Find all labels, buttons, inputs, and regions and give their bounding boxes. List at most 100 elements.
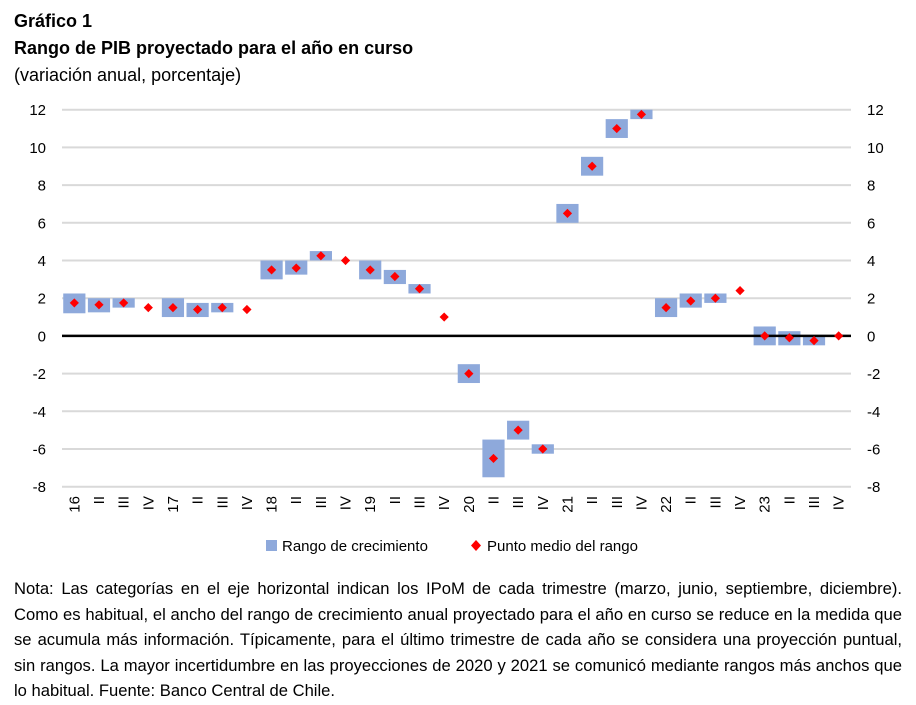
y-tick-label-left: -8 — [33, 479, 46, 496]
y-tick-label-left: 4 — [38, 253, 46, 270]
y-tick-label-left: 12 — [29, 102, 46, 119]
midpoint-marker — [316, 251, 326, 261]
y-tick-label-right: 6 — [867, 215, 875, 232]
y-tick-label-right: 8 — [867, 178, 875, 195]
x-tick-label: 20 — [461, 496, 478, 513]
midpoint-marker — [760, 331, 770, 341]
x-tick-label: III — [707, 496, 724, 509]
x-tick-label: II — [288, 496, 305, 504]
y-tick-label-right: 0 — [867, 328, 875, 345]
midpoint-marker — [513, 425, 523, 435]
midpoint-marker — [710, 293, 720, 303]
midpoint-marker — [242, 304, 252, 315]
midpoint-marker — [291, 263, 301, 273]
midpoint-marker — [94, 300, 104, 310]
x-tick-label: 23 — [757, 496, 774, 513]
legend-diamond-icon — [471, 540, 481, 551]
x-tick-label: III — [510, 496, 527, 509]
y-tick-label-left: 10 — [29, 140, 46, 157]
x-tick-label: IV — [831, 496, 848, 510]
midpoint-marker — [587, 161, 597, 171]
y-tick-label-right: 12 — [867, 102, 884, 119]
midpoint-marker — [538, 444, 548, 454]
y-axis-right: -8 -6 -4 -2 0 2 4 6 8 10 12 — [867, 102, 884, 496]
chart-subtitle: (variación anual, porcentaje) — [14, 65, 242, 85]
range-bars — [63, 109, 826, 478]
x-tick-label: 18 — [264, 496, 281, 513]
x-tick-label: III — [412, 496, 429, 509]
x-tick-label: 17 — [165, 496, 182, 513]
x-tick-label: IV — [436, 496, 453, 510]
midpoint-marker — [217, 303, 227, 313]
y-tick-label-right: -2 — [867, 366, 880, 383]
x-tick-label: II — [91, 496, 108, 504]
midpoint-marker — [390, 271, 400, 282]
midpoint-markers — [69, 109, 844, 464]
chart-note: Nota: Las categorías en el eje horizonta… — [14, 579, 902, 700]
midpoint-marker — [612, 123, 622, 134]
x-tick-label: IV — [535, 496, 552, 510]
y-axis-left: -8 -6 -4 -2 0 2 4 6 8 10 12 — [29, 102, 46, 496]
y-tick-label-right: -6 — [867, 442, 880, 459]
midpoint-marker — [636, 109, 647, 120]
x-tick-label: 21 — [559, 496, 576, 513]
x-tick-label: 22 — [658, 496, 675, 513]
legend: Rango de crecimiento Punto medio del ran… — [266, 538, 638, 555]
x-tick-label: IV — [338, 496, 355, 510]
y-tick-label-left: -6 — [33, 442, 46, 459]
x-tick-label: 16 — [66, 496, 83, 513]
x-tick-label: IV — [140, 496, 157, 510]
y-tick-label-left: 8 — [38, 178, 46, 195]
midpoint-marker — [784, 333, 794, 343]
midpoint-marker — [193, 304, 203, 315]
midpoint-marker — [809, 336, 819, 346]
y-tick-label-left: 2 — [38, 291, 46, 308]
x-tick-label: IV — [239, 496, 256, 510]
midpoint-marker — [143, 303, 153, 313]
legend-label-midpoint: Punto medio del rango — [487, 538, 638, 555]
midpoint-marker — [562, 208, 573, 218]
chart: -8 -6 -4 -2 0 2 4 6 8 10 12 -8 -6 -4 -2 0 2 4 6 8 10 12 16 II… — [29, 102, 884, 555]
midpoint-marker — [464, 369, 474, 379]
x-tick-label: III — [313, 496, 330, 509]
x-tick-label: IV — [732, 496, 749, 510]
midpoint-marker — [686, 296, 696, 306]
x-tick-label: III — [609, 496, 626, 509]
chart-header: Gráfico 1 Rango de PIB proyectado para e… — [14, 8, 413, 89]
y-tick-label-left: 0 — [38, 328, 46, 345]
legend-square-icon — [266, 540, 277, 551]
midpoint-marker — [266, 265, 277, 275]
y-tick-label-right: 10 — [867, 140, 884, 157]
x-tick-label: II — [190, 496, 207, 504]
y-tick-label-left: -2 — [33, 366, 46, 383]
midpoint-marker — [168, 303, 178, 313]
x-tick-label: 19 — [362, 496, 379, 513]
x-tick-label: II — [485, 496, 502, 504]
x-tick-label: III — [806, 496, 823, 509]
midpoint-marker — [735, 286, 745, 296]
midpoint-marker — [488, 453, 499, 464]
y-tick-label-left: -4 — [33, 404, 46, 421]
midpoint-marker — [340, 255, 351, 266]
x-tick-label: IV — [633, 496, 650, 510]
x-tick-label: III — [116, 496, 133, 509]
midpoint-marker — [119, 298, 129, 308]
y-tick-label-right: 2 — [867, 291, 875, 308]
x-tick-label: III — [214, 496, 231, 509]
x-tick-label: II — [683, 496, 700, 504]
y-tick-label-left: 6 — [38, 215, 46, 232]
midpoint-marker — [414, 284, 425, 294]
x-axis-labels: 16 II III IV 17 II III IV 18 II III IV 19 II III IV 20 II… — [66, 496, 847, 513]
y-tick-label-right: -8 — [867, 479, 880, 496]
y-tick-label-right: -4 — [867, 404, 880, 421]
midpoint-marker — [834, 331, 844, 341]
legend-label-range: Rango de crecimiento — [282, 538, 428, 555]
midpoint-marker — [69, 298, 79, 308]
x-tick-label: II — [387, 496, 404, 504]
midpoint-marker — [661, 303, 671, 313]
x-tick-label: II — [584, 496, 601, 504]
chart-title: Rango de PIB proyectado para el año en c… — [14, 38, 414, 58]
figure-label: Gráfico 1 — [14, 11, 93, 31]
midpoint-marker — [365, 265, 375, 275]
midpoint-marker — [439, 312, 449, 322]
